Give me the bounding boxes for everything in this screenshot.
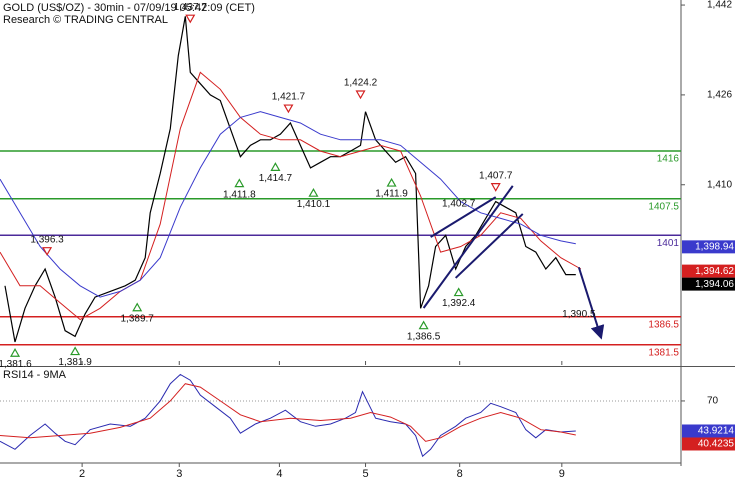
trendline [454, 213, 524, 279]
high-marker [490, 183, 501, 192]
annotation-label: 1,389.7 [121, 313, 155, 324]
annotation-label: 1,390.5 [562, 309, 596, 320]
low-marker [132, 302, 143, 312]
annotation-label: 1,396.3 [30, 234, 64, 245]
low-marker [308, 187, 319, 197]
annotation-label: 1,407.7 [479, 170, 513, 181]
series-line [0, 373, 576, 458]
annotation-label: 1,402.7 [442, 198, 476, 209]
price-tag [682, 240, 735, 254]
annotation-label: 1,424.2 [344, 78, 378, 89]
low-marker [386, 177, 397, 187]
chart-subtitle: Research © TRADING CENTRAL [3, 14, 168, 26]
chart-title: GOLD (US$/OZ) - 30min - 07/09/19 05:42:0… [3, 2, 255, 14]
high-marker [42, 247, 53, 256]
price-tag [682, 264, 735, 278]
annotation-label: 1,392.4 [442, 298, 476, 309]
x-tick-label: 3 [176, 468, 182, 480]
annotation-label: 1,411.9 [375, 189, 408, 200]
x-tick-label: 5 [362, 468, 368, 480]
x-tick-label: 8 [457, 468, 463, 480]
price-tag-label: 43.9214 [698, 426, 735, 437]
annotation-label: 1,421.7 [272, 92, 306, 103]
annotation-label: 1,386.5 [407, 331, 441, 342]
x-tick-label: 4 [276, 468, 282, 480]
series-line [4, 16, 576, 343]
low-marker [453, 287, 464, 297]
annotation-label: 1,381.6 [0, 359, 32, 370]
price-tag [682, 424, 735, 438]
low-marker [9, 348, 21, 357]
annotation-label: 1,381.9 [58, 357, 92, 368]
trendline [422, 185, 514, 309]
level-label: 1381.5 [648, 347, 679, 358]
y-tick-label: 1,410 [707, 179, 732, 190]
low-marker [70, 346, 81, 356]
indicator-title: RSI14 - 9MA [3, 369, 67, 381]
high-marker [355, 90, 366, 100]
price-tag-label: 1,398.94 [695, 241, 734, 252]
price-tag-label: 1,394.62 [695, 266, 734, 277]
low-marker [234, 178, 245, 188]
x-tick-label: 9 [559, 468, 565, 480]
annotation-label: 1,414.7 [259, 173, 293, 184]
series-line [0, 111, 576, 298]
price-tag [682, 437, 735, 451]
trendline [577, 266, 605, 340]
x-tick-label: 2 [79, 468, 85, 480]
high-marker [185, 14, 196, 24]
annotation-label: 1,437.7 [174, 2, 208, 13]
level-label: 1407.5 [648, 201, 679, 212]
annotation-label: 1,411.8 [223, 189, 256, 200]
level-label: 1416 [657, 154, 680, 165]
low-marker [418, 320, 429, 330]
price-tag-label: 1,394.06 [695, 279, 734, 290]
y-tick-label: 1,442 [707, 0, 732, 11]
price-tag-label: 40.4235 [698, 439, 735, 450]
y-tick-label: 70 [707, 396, 719, 407]
annotation-label: 1,410.1 [297, 199, 331, 210]
series-line [0, 383, 576, 442]
trendline [430, 196, 497, 238]
y-tick-label: 1,426 [707, 90, 732, 101]
series-line [0, 71, 582, 321]
low-marker [270, 162, 281, 171]
price-tag [682, 277, 735, 291]
level-label: 1386.5 [648, 319, 679, 330]
level-label: 1401 [657, 238, 680, 249]
high-marker [283, 104, 294, 114]
